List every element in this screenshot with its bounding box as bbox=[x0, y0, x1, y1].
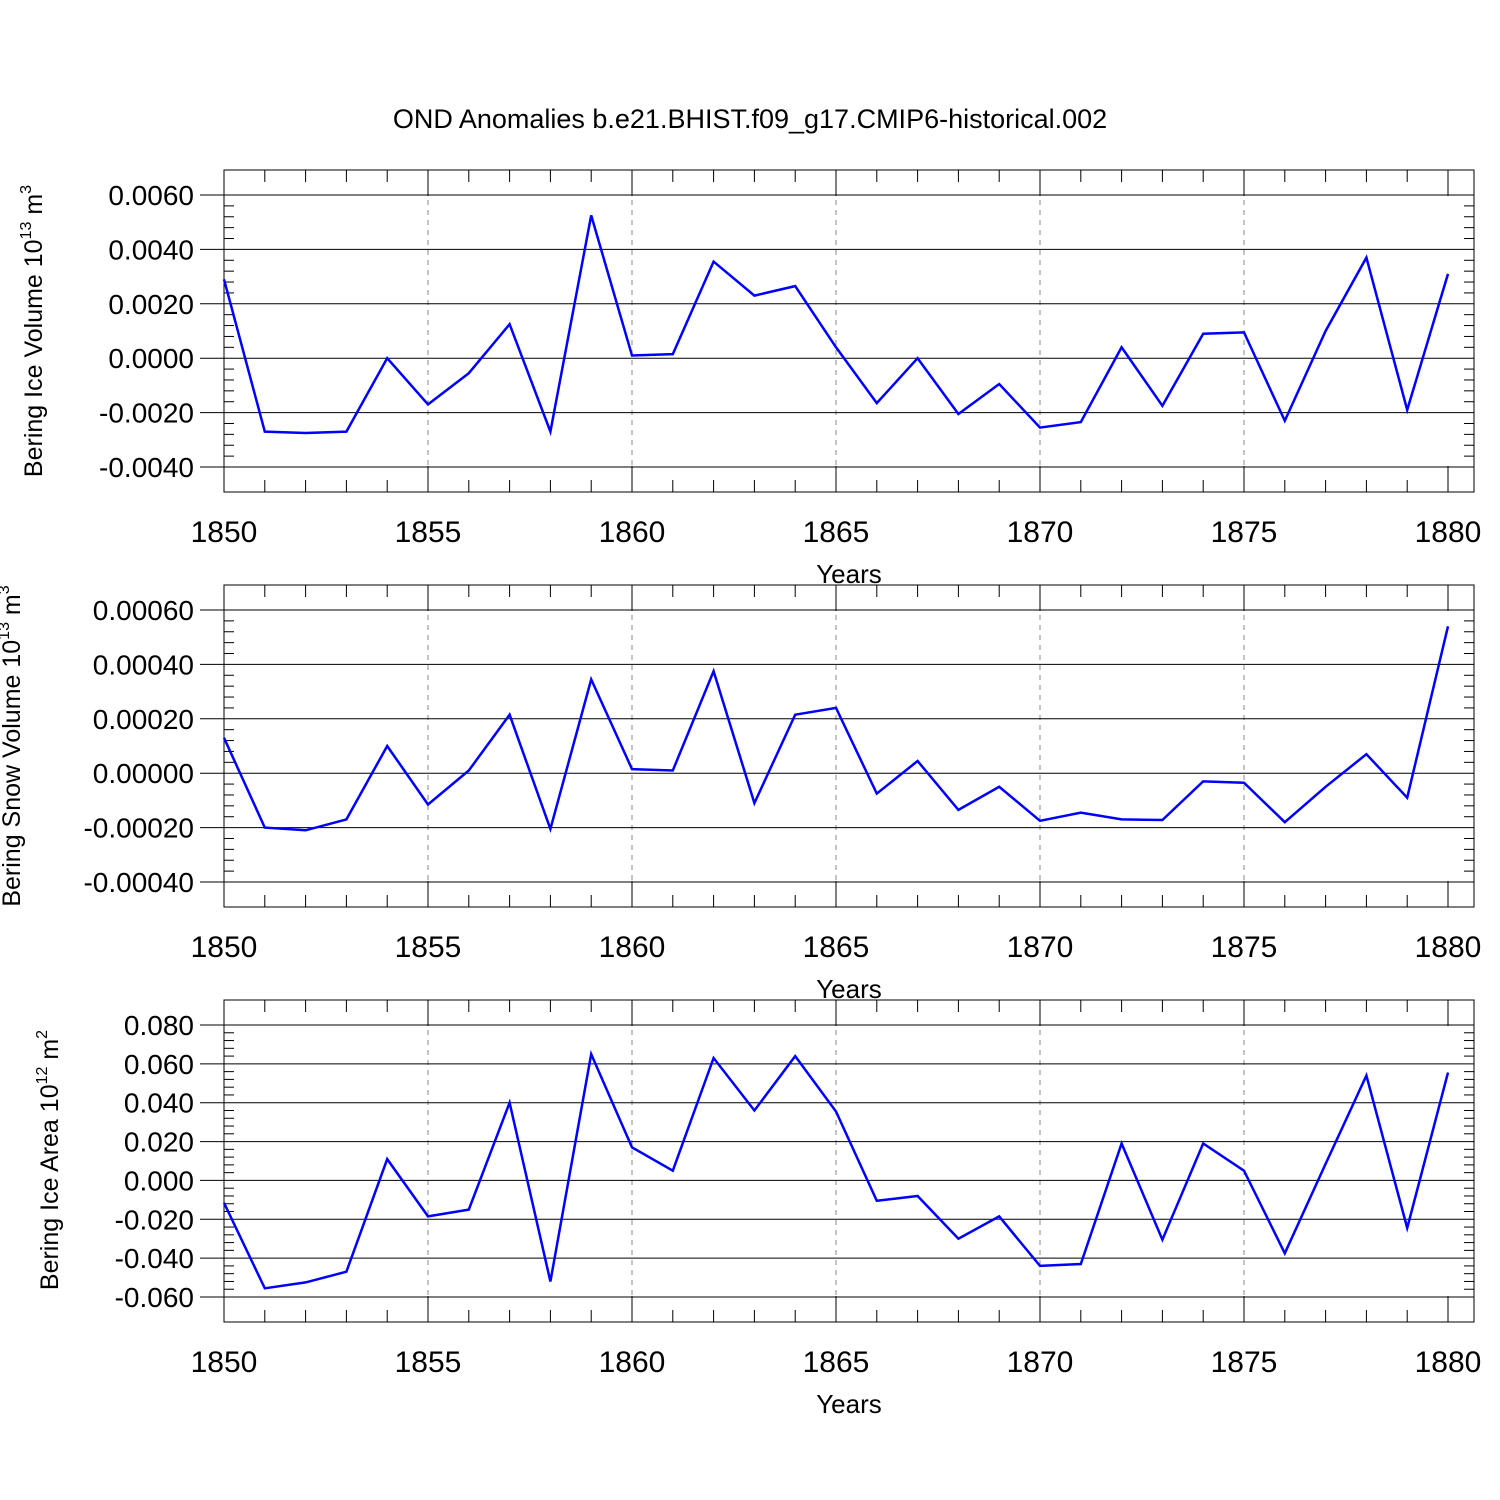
y-tick-label: 0.00020 bbox=[93, 704, 194, 735]
x-axis-label: Years bbox=[816, 1389, 882, 1419]
y-axis-label: Bering Ice Volume 1013 m3 bbox=[18, 185, 48, 477]
y-tick-label: 0.0040 bbox=[108, 234, 194, 265]
x-tick-label: 1855 bbox=[395, 931, 462, 964]
x-tick-label: 1865 bbox=[803, 1346, 870, 1379]
y-tick-label: 0.0060 bbox=[108, 180, 194, 211]
x-tick-label: 1875 bbox=[1211, 516, 1278, 549]
x-tick-label: 1860 bbox=[599, 931, 666, 964]
chart-title: OND Anomalies b.e21.BHIST.f09_g17.CMIP6-… bbox=[392, 104, 1108, 134]
x-tick-label: 1865 bbox=[803, 516, 870, 549]
y-tick-label: 0.00060 bbox=[93, 595, 194, 626]
x-tick-label: 1880 bbox=[1415, 516, 1482, 549]
y-tick-label: -0.0020 bbox=[99, 398, 194, 429]
x-tick-label: 1850 bbox=[191, 931, 258, 964]
plot-frame bbox=[223, 169, 1475, 493]
x-tick-label: 1875 bbox=[1211, 931, 1278, 964]
y-tick-label: -0.00020 bbox=[83, 813, 194, 844]
x-tick-label: 1870 bbox=[1007, 1346, 1074, 1379]
y-axis-label: Bering Snow Volume 1013 m3 bbox=[0, 585, 26, 906]
panel-2: -0.00040 -0.00020 0.00000 0.00020 0.00040 0.0… bbox=[0, 584, 1482, 1004]
y-tick-label: -0.020 bbox=[115, 1204, 194, 1235]
x-axis-label: Years bbox=[816, 974, 882, 1004]
x-tick-label: 1865 bbox=[803, 931, 870, 964]
x-tick-label: 1880 bbox=[1415, 931, 1482, 964]
y-tick-label: 0.040 bbox=[124, 1088, 194, 1119]
plot-frame bbox=[223, 999, 1475, 1323]
x-tick-label: 1870 bbox=[1007, 516, 1074, 549]
y-tick-label: 0.020 bbox=[124, 1127, 194, 1158]
y-tick-label: -0.00040 bbox=[83, 867, 194, 898]
y-tick-label: -0.0040 bbox=[99, 452, 194, 483]
y-tick-label: 0.0000 bbox=[108, 343, 194, 374]
x-tick-label: 1860 bbox=[599, 516, 666, 549]
x-tick-label: 1875 bbox=[1211, 1346, 1278, 1379]
y-tick-label: 0.080 bbox=[124, 1010, 194, 1041]
x-tick-label: 1855 bbox=[395, 1346, 462, 1379]
y-tick-label: -0.060 bbox=[115, 1282, 194, 1313]
y-tick-label: -0.040 bbox=[115, 1243, 194, 1274]
x-tick-label: 1850 bbox=[191, 516, 258, 549]
x-tick-label: 1870 bbox=[1007, 931, 1074, 964]
plot-frame bbox=[223, 584, 1475, 908]
y-tick-label: 0.00040 bbox=[93, 649, 194, 680]
y-tick-label: 0.000 bbox=[124, 1165, 194, 1196]
panel-3: -0.060 -0.040 -0.020 0.000 0.020 0.040 0.060 0.… bbox=[34, 999, 1482, 1419]
y-tick-label: 0.0020 bbox=[108, 289, 194, 320]
x-tick-label: 1850 bbox=[191, 1346, 258, 1379]
x-tick-label: 1855 bbox=[395, 516, 462, 549]
x-tick-label: 1860 bbox=[599, 1346, 666, 1379]
x-tick-label: 1880 bbox=[1415, 1346, 1482, 1379]
x-axis-label: Years bbox=[816, 559, 882, 589]
y-tick-label: 0.060 bbox=[124, 1049, 194, 1080]
panel-1: -0.0040 -0.0020 0.0000 0.0020 0.0040 0.0060 18… bbox=[18, 169, 1482, 589]
y-axis-label: Bering Ice Area 1012 m2 bbox=[34, 1030, 64, 1290]
y-tick-label: 0.00000 bbox=[93, 758, 194, 789]
